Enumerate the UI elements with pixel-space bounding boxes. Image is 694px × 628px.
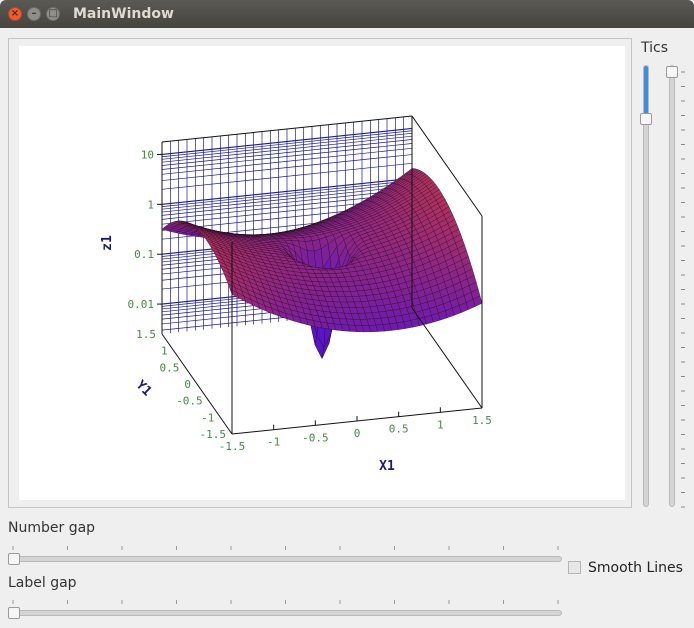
z-tick-label: 0.01 [128, 298, 155, 311]
grid-line [161, 182, 413, 210]
plot-canvas[interactable]: 10 1 0.1 0.01 1.5 1 0.5 0 -0.5 -1 -1.5 -1.5 -1 -0.5… [19, 46, 625, 500]
surface-cell [472, 295, 483, 307]
x-tick-label: 0.5 [389, 423, 409, 436]
grid-line [161, 162, 413, 190]
z-tick-label: 10 [141, 148, 154, 161]
y-tick-label: -1 [201, 411, 214, 424]
maximize-button[interactable]: □ [46, 7, 60, 21]
smooth-lines-checkbox-box[interactable] [568, 561, 581, 574]
z-axis-label: z1 [100, 235, 115, 251]
y-tick-label: 1 [161, 345, 168, 358]
x-tick-label: 1 [437, 418, 444, 431]
x-tick-label: -1 [267, 436, 280, 449]
x-tick-label: 0 [354, 427, 361, 440]
number-gap-slider-handle[interactable] [8, 553, 20, 565]
y-axis-label: Y1 [133, 378, 155, 400]
box-edge [411, 307, 483, 409]
z-tick-label: 1 [147, 198, 154, 211]
label-gap-ticks [12, 600, 559, 604]
x-axis-label: X1 [379, 459, 395, 474]
grid-line [161, 143, 413, 170]
grid-line [161, 189, 413, 216]
minimize-button[interactable]: – [27, 7, 41, 21]
tics-slider-b-ticks [681, 71, 685, 508]
window-title: MainWindow [73, 6, 174, 22]
y-tick-label: 1.5 [136, 328, 156, 341]
x-tick-label: -1.5 [219, 440, 246, 453]
y-tick-label: 0.5 [159, 361, 179, 374]
label-gap-slider-handle[interactable] [8, 607, 20, 619]
label-gap-label: Label gap [8, 575, 77, 591]
grid-line [161, 139, 413, 166]
box-edge [161, 115, 413, 143]
z-axis-ticks: 10 1 0.1 0.01 [128, 148, 162, 311]
tics-label: Tics [641, 40, 669, 56]
label-gap-slider[interactable] [8, 607, 562, 619]
tics-slider-a[interactable] [640, 65, 652, 507]
tics-slider-b-handle[interactable] [666, 66, 678, 78]
y-tick-label: 0 [184, 378, 191, 391]
grid-line [161, 132, 413, 160]
close-icon: × [10, 8, 20, 19]
number-gap-label: Number gap [8, 520, 96, 536]
maximize-icon: □ [48, 8, 58, 19]
y-axis-ticks: 1.5 1 0.5 0 -0.5 -1 -1.5 [136, 328, 226, 441]
title-bar: × – □ MainWindow [0, 0, 694, 28]
grid-line [161, 185, 413, 213]
box-edge [411, 115, 483, 217]
grid-line [161, 130, 413, 158]
grid-line [161, 127, 413, 156]
smooth-lines-label: Smooth Lines [588, 560, 683, 576]
number-gap-slider[interactable] [8, 553, 562, 565]
grid-line [161, 177, 413, 205]
y-tick-label: -0.5 [176, 395, 203, 408]
x-tick-label: -0.5 [302, 431, 329, 444]
grid-line [161, 147, 413, 175]
y-tick-label: -1.5 [200, 428, 227, 441]
tics-slider-a-handle[interactable] [640, 113, 652, 126]
z-tick-label: 0.1 [134, 248, 154, 261]
plot-frame: 10 1 0.1 0.01 1.5 1 0.5 0 -0.5 -1 -1.5 -1.5 -1 -0.5… [8, 38, 632, 508]
box-edge [161, 333, 233, 435]
grid-line [161, 154, 413, 181]
number-gap-ticks [12, 546, 559, 550]
surface-mesh [161, 168, 483, 360]
tics-slider-a-fill [644, 66, 648, 120]
minimize-icon: – [31, 8, 37, 19]
close-button[interactable]: × [8, 7, 22, 21]
grid-line [161, 135, 413, 163]
tics-slider-b[interactable] [666, 65, 678, 507]
grid-line [161, 180, 413, 207]
x-axis-ticks: -1.5 -1 -0.5 0 0.5 1 1.5 [219, 403, 492, 453]
x-tick-label: 1.5 [472, 414, 492, 427]
